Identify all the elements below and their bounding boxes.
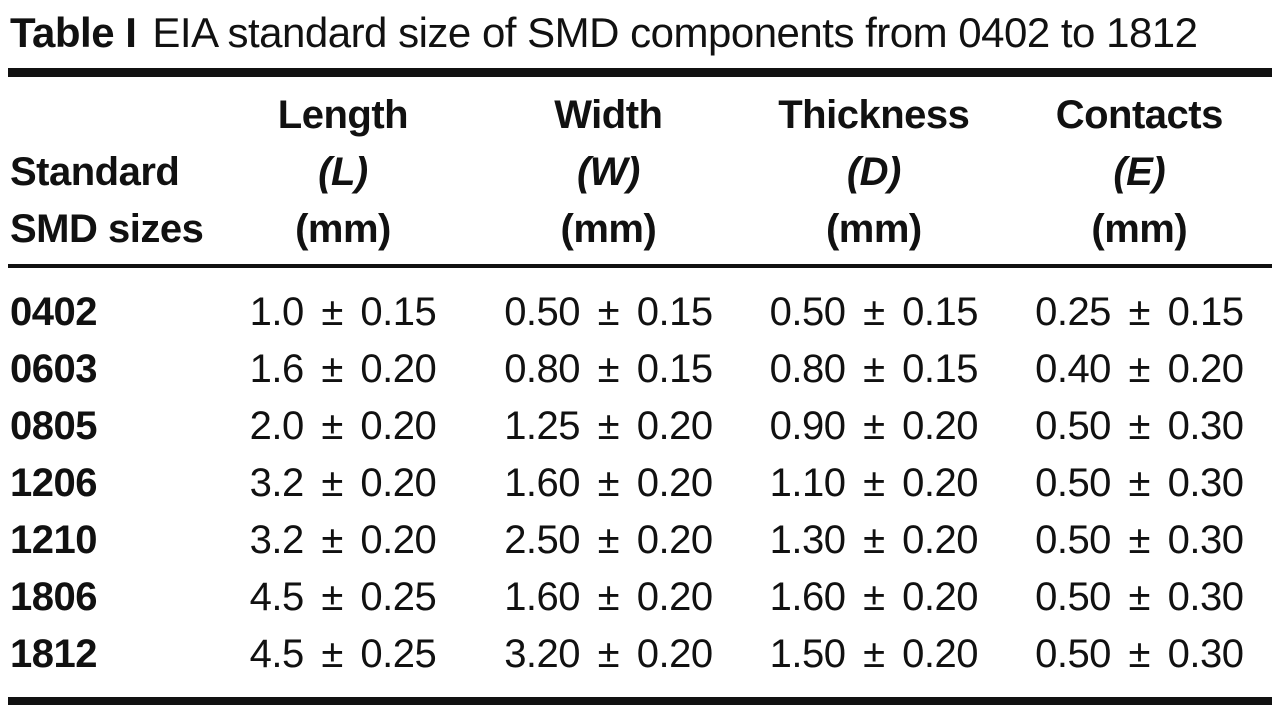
- top-rule: [8, 68, 1272, 77]
- header-name: Contacts: [1055, 93, 1224, 137]
- cell-length: 4.5 ± 0.25: [249, 575, 437, 619]
- cell-width: 1.60 ± 0.20: [504, 461, 713, 505]
- cell-length: 1.0 ± 0.15: [249, 290, 437, 334]
- bottom-rule: [8, 697, 1272, 705]
- header-symbol: (D): [846, 150, 902, 194]
- cell-contacts: 0.40 ± 0.20: [1035, 347, 1244, 391]
- cell-length: 3.2 ± 0.20: [249, 461, 437, 505]
- cell-length: 2.0 ± 0.20: [249, 404, 437, 448]
- cell-width: 1.60 ± 0.20: [504, 575, 713, 619]
- cell-thickness: 1.10 ± 0.20: [769, 461, 979, 505]
- cell-width: 0.80 ± 0.15: [504, 347, 713, 391]
- cell-width: 1.25 ± 0.20: [504, 404, 713, 448]
- cell-thickness: 0.50 ± 0.15: [769, 290, 979, 334]
- cell-length: 3.2 ± 0.20: [249, 518, 437, 562]
- column-header-standard-smd-sizes: Standard SMD sizes: [8, 77, 211, 268]
- cell-size: 0805: [10, 404, 97, 448]
- header-line-standard: Standard: [10, 150, 180, 194]
- cell-width: 3.20 ± 0.20: [504, 632, 713, 676]
- cell-contacts: 0.50 ± 0.30: [1035, 632, 1244, 676]
- cell-thickness: 1.50 ± 0.20: [769, 632, 979, 676]
- cell-thickness: 1.30 ± 0.20: [769, 518, 979, 562]
- column-header-width: Width (W) (mm): [475, 77, 742, 268]
- table-row: 1206 3.2 ± 0.20 1.60 ± 0.20 1.10 ± 0.20 …: [8, 455, 1272, 512]
- cell-thickness: 0.90 ± 0.20: [769, 404, 979, 448]
- table-title: Table I EIA standard size of SMD componen…: [8, 0, 1272, 68]
- header-unit: (mm): [295, 207, 391, 251]
- cell-size: 0603: [10, 347, 97, 391]
- header-unit: (mm): [1091, 207, 1188, 251]
- table-row: 0603 1.6 ± 0.20 0.80 ± 0.15 0.80 ± 0.15 …: [8, 341, 1272, 398]
- header-name: Thickness: [778, 93, 970, 137]
- cell-thickness: 0.80 ± 0.15: [769, 347, 979, 391]
- cell-contacts: 0.50 ± 0.30: [1035, 404, 1244, 448]
- table-row: 1210 3.2 ± 0.20 2.50 ± 0.20 1.30 ± 0.20 …: [8, 512, 1272, 569]
- cell-length: 1.6 ± 0.20: [249, 347, 437, 391]
- cell-size: 0402: [10, 290, 97, 334]
- cell-size: 1210: [10, 518, 97, 562]
- header-unit: (mm): [560, 207, 657, 251]
- table-row: 0402 1.0 ± 0.15 0.50 ± 0.15 0.50 ± 0.15 …: [8, 266, 1272, 341]
- table-number-label: Table I: [10, 9, 137, 56]
- cell-width: 2.50 ± 0.20: [504, 518, 713, 562]
- header-line-smd-sizes: SMD sizes: [10, 207, 204, 251]
- cell-thickness: 1.60 ± 0.20: [769, 575, 979, 619]
- cell-contacts: 0.50 ± 0.30: [1035, 518, 1244, 562]
- header-symbol: (E): [1113, 150, 1166, 194]
- smd-size-table: Standard SMD sizes Length (L) (mm) Width…: [8, 77, 1272, 683]
- cell-size: 1812: [10, 632, 97, 676]
- cell-contacts: 0.50 ± 0.30: [1035, 461, 1244, 505]
- column-header-length: Length (L) (mm): [210, 77, 476, 268]
- cell-length: 4.5 ± 0.25: [249, 632, 437, 676]
- column-header-thickness: Thickness (D) (mm): [741, 77, 1007, 268]
- table-caption: EIA standard size of SMD components from…: [152, 9, 1198, 56]
- header-symbol: (W): [576, 150, 640, 194]
- cell-size: 1206: [10, 461, 97, 505]
- table-row: 0805 2.0 ± 0.20 1.25 ± 0.20 0.90 ± 0.20 …: [8, 398, 1272, 455]
- column-header-contacts: Contacts (E) (mm): [1006, 77, 1272, 268]
- cell-size: 1806: [10, 575, 97, 619]
- header-unit: (mm): [825, 207, 922, 251]
- header-row: Standard SMD sizes Length (L) (mm) Width…: [8, 77, 1272, 268]
- header-name: Width: [554, 93, 663, 137]
- table-row: 1812 4.5 ± 0.25 3.20 ± 0.20 1.50 ± 0.20 …: [8, 626, 1272, 683]
- header-name: Length: [277, 93, 409, 137]
- header-symbol: (L): [318, 150, 368, 194]
- cell-contacts: 0.25 ± 0.15: [1035, 290, 1244, 334]
- table-row: 1806 4.5 ± 0.25 1.60 ± 0.20 1.60 ± 0.20 …: [8, 569, 1272, 626]
- cell-width: 0.50 ± 0.15: [504, 290, 713, 334]
- cell-contacts: 0.50 ± 0.30: [1035, 575, 1244, 619]
